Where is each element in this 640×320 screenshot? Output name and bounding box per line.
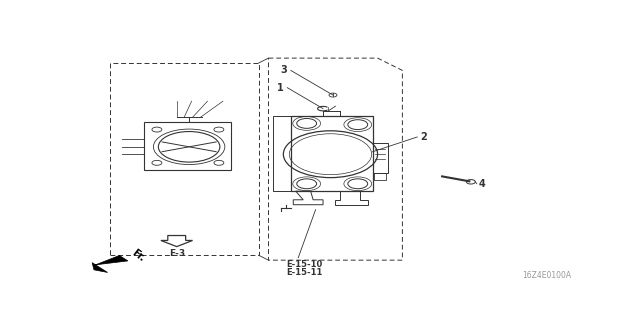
Bar [374,173,386,180]
Text: 4: 4 [478,179,485,189]
Text: E-3: E-3 [169,249,185,258]
Text: E-15-11: E-15-11 [286,268,322,276]
Text: Fr.: Fr. [129,248,146,264]
Text: 3: 3 [280,65,287,75]
Text: 2: 2 [420,132,426,142]
Text: 16Z4E0100A: 16Z4E0100A [522,271,571,280]
Polygon shape [92,255,128,272]
Text: 1: 1 [277,83,284,93]
Bar [110,63,259,255]
Bar [372,143,388,173]
Text: E-15-10: E-15-10 [286,260,322,269]
